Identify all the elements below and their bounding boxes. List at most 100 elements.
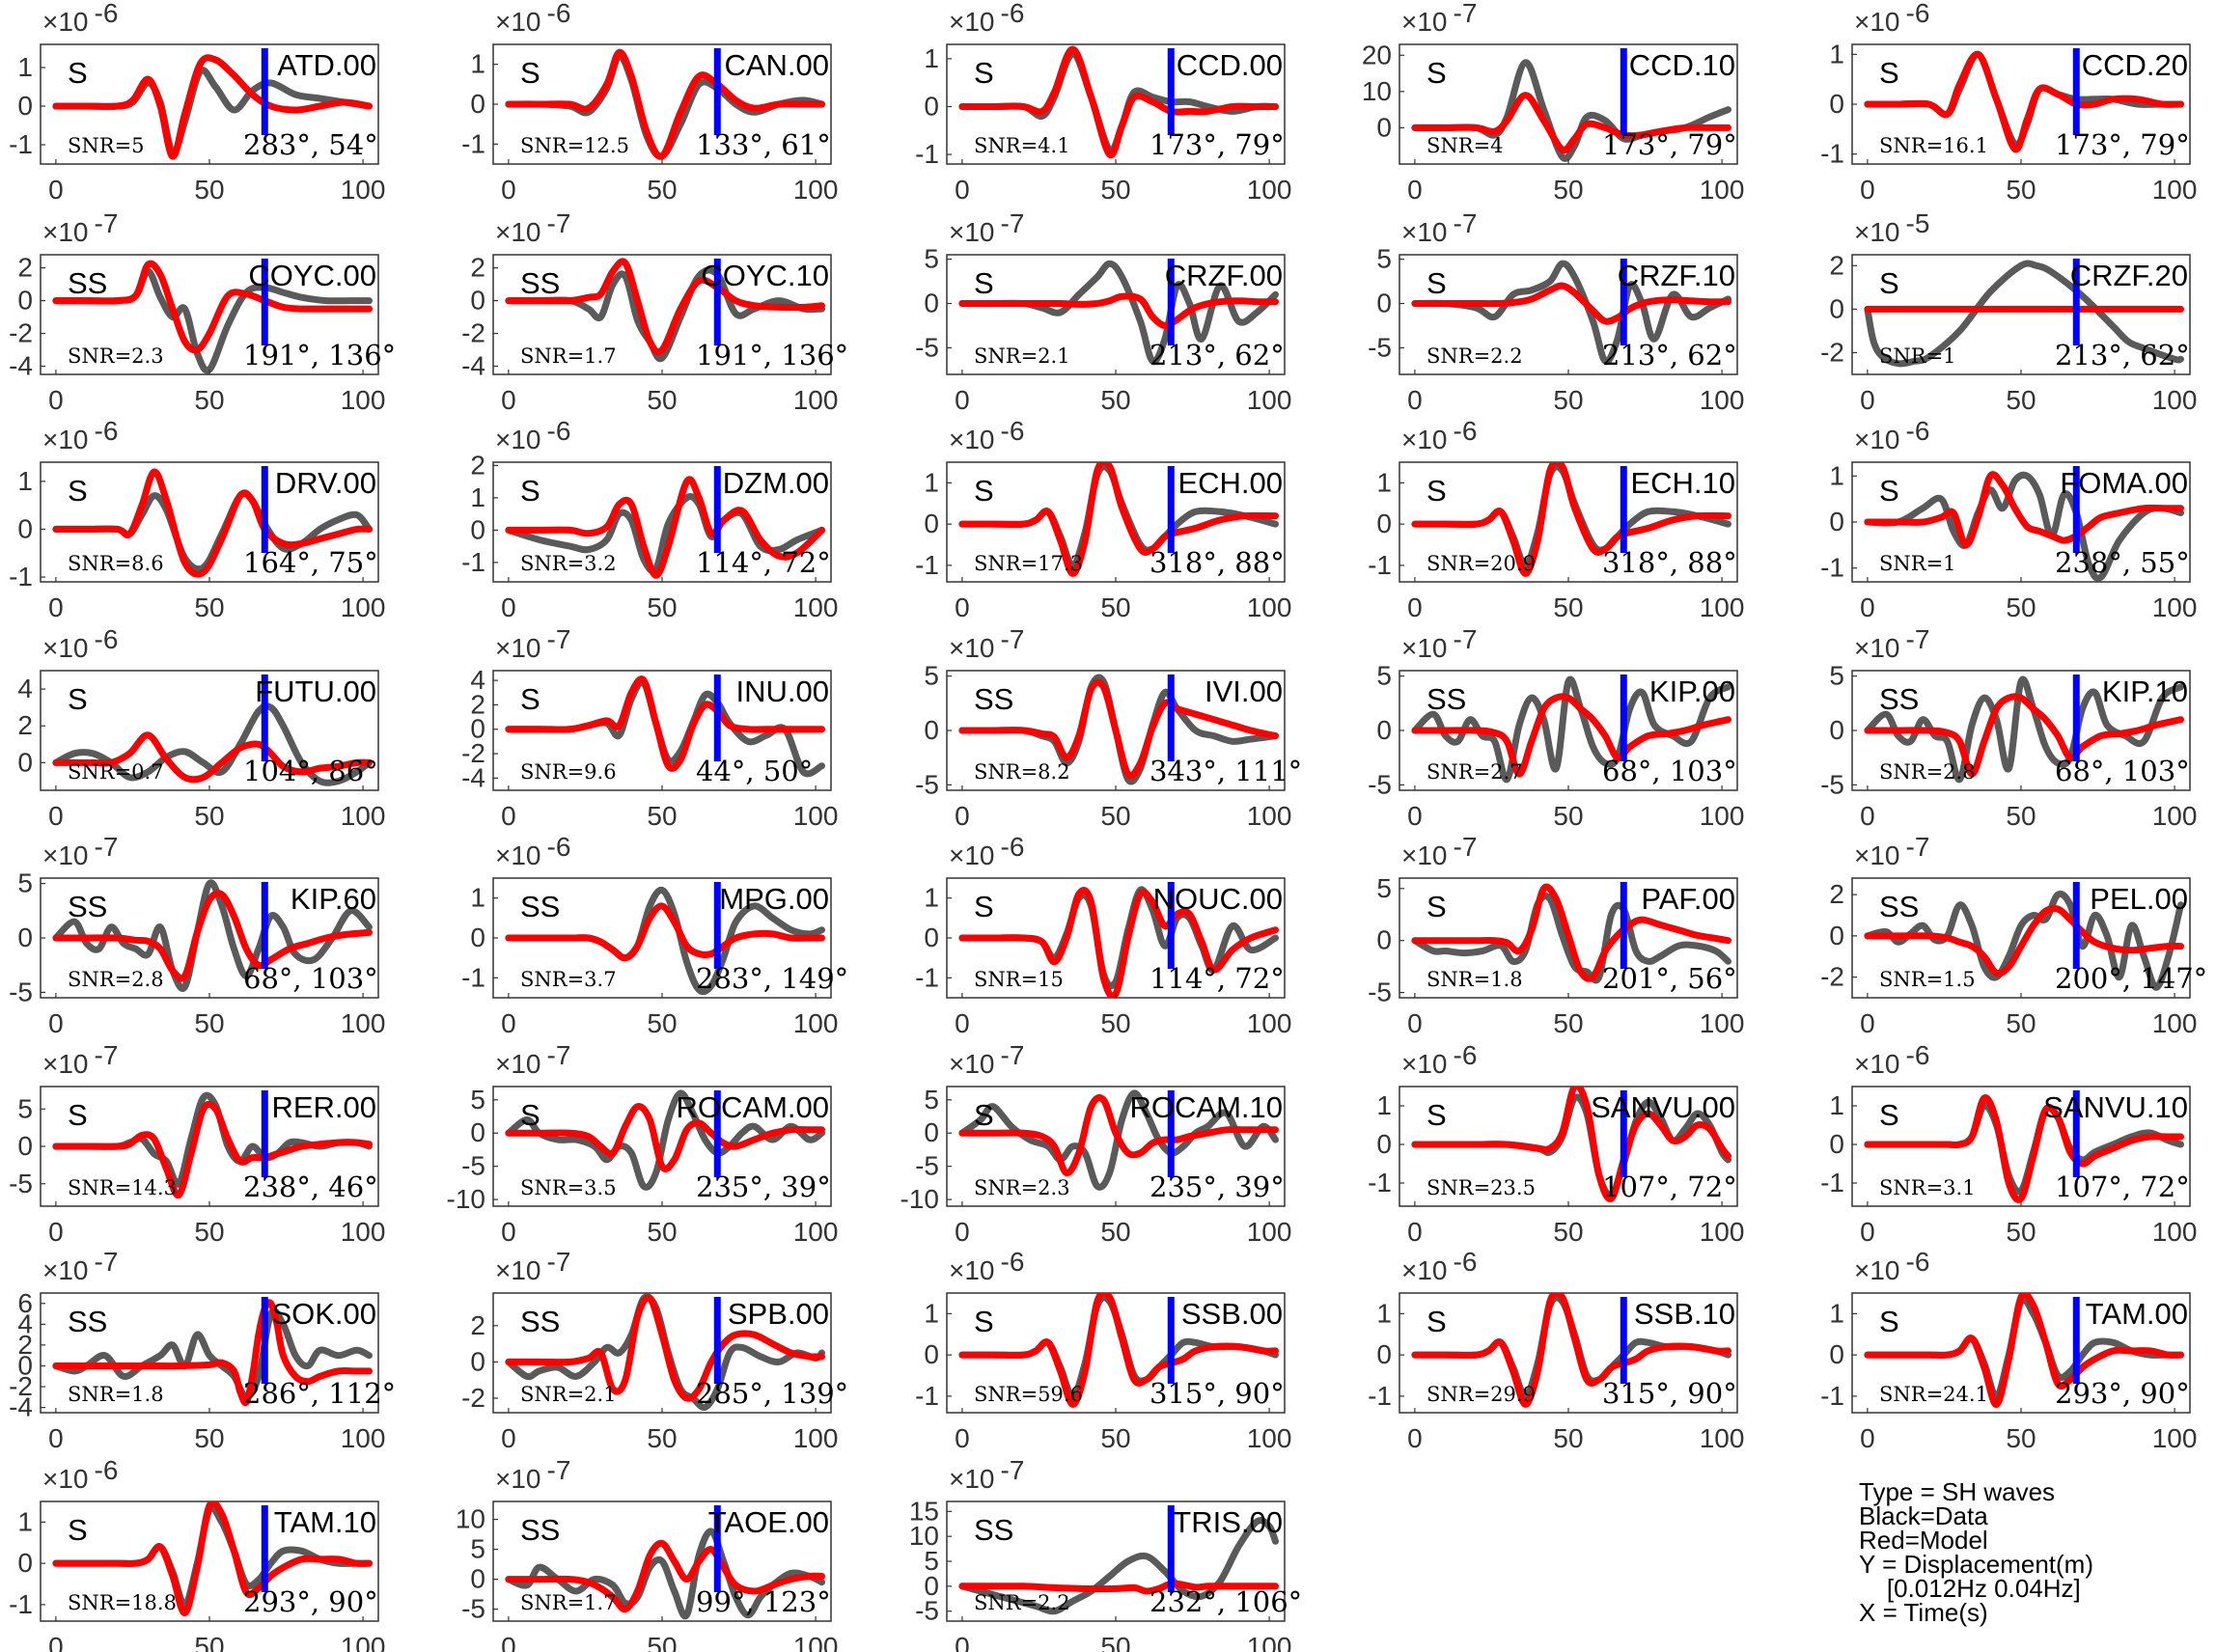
x-tick-label: 0 — [48, 592, 64, 622]
y-tick-label: 4 — [17, 1308, 33, 1338]
x-tick-label: 50 — [194, 1217, 224, 1247]
y-scale-exponent: -6 — [1906, 1040, 1930, 1070]
y-tick-label: 2 — [17, 710, 33, 740]
x-tick-label: 100 — [341, 801, 386, 831]
model-trace — [1864, 50, 2184, 153]
y-tick-label: 1 — [1376, 1298, 1392, 1328]
x-tick-label: 100 — [1247, 385, 1292, 415]
y-tick-label: -1 — [1820, 1381, 1844, 1411]
snr-label: SNR=2.3 — [974, 1176, 1070, 1199]
y-scale-multiplier: ×10 -6 — [949, 0, 1024, 37]
data-trace — [958, 1089, 1279, 1191]
y-tick-label: 0 — [470, 1564, 485, 1594]
x-tick-label: 50 — [647, 592, 677, 622]
x-tick-label: 50 — [194, 1632, 224, 1652]
y-tick-label: 10 — [909, 1521, 939, 1551]
snr-label: SNR=3.7 — [520, 968, 617, 991]
y-scale-exponent: -7 — [547, 1247, 571, 1277]
axes-box — [946, 254, 1286, 375]
snr-label: SNR=12.5 — [520, 134, 629, 157]
model-trace — [505, 902, 825, 962]
phase-label: S — [68, 682, 88, 716]
model-trace — [1864, 471, 2184, 549]
x-tick-label: 0 — [1860, 592, 1875, 622]
data-trace — [1864, 260, 2184, 368]
y-scale-exponent: -6 — [1001, 1247, 1025, 1277]
y-tick-label: 0 — [17, 286, 33, 316]
station-label: ECH.10 — [1630, 466, 1735, 500]
y-tick-label: 2 — [470, 1310, 485, 1340]
station-label: SPB.00 — [728, 1297, 829, 1331]
y-tick-label: -10 — [900, 1184, 939, 1214]
x-tick-label: 100 — [2152, 1217, 2198, 1247]
plot-area — [52, 879, 373, 992]
y-tick-label: 10 — [1362, 76, 1392, 106]
plot-area — [1864, 675, 2184, 784]
model-trace — [52, 731, 373, 784]
phase-label: SS — [520, 266, 560, 300]
y-tick-label: 0 — [1376, 925, 1392, 955]
station-label: PAF.00 — [1641, 882, 1735, 916]
y-tick-label: -4 — [9, 351, 33, 381]
azimuth-takeoff-label: 173°, 79° — [1150, 128, 1285, 161]
y-scale-multiplier: ×10 -7 — [949, 624, 1024, 663]
phase-label: S — [1879, 1098, 1899, 1132]
phase-label: S — [1879, 1305, 1899, 1338]
x-tick-label: 100 — [793, 175, 839, 205]
y-tick-label: -1 — [1368, 1381, 1392, 1411]
phase-label: S — [974, 1098, 994, 1132]
azimuth-takeoff-label: 44°, 50° — [696, 755, 813, 787]
y-tick-label: 2 — [1829, 250, 1844, 280]
phase-label: S — [68, 1513, 88, 1547]
y-scale-exponent: -7 — [1454, 0, 1478, 28]
y-scale-exponent: -5 — [1906, 208, 1930, 238]
snr-label: SNR=2.7 — [1427, 760, 1523, 784]
y-tick-label: 2 — [470, 689, 485, 719]
data-trace — [52, 879, 373, 992]
y-tick-label: -5 — [461, 1151, 485, 1181]
y-scale-multiplier: ×10 -7 — [1401, 624, 1477, 663]
x-tick-label: 0 — [955, 175, 970, 205]
station-label: ROCAM.00 — [677, 1090, 829, 1124]
y-tick-label: 2 — [17, 253, 33, 283]
y-scale-multiplier: ×10 -6 — [949, 1247, 1024, 1285]
y-tick-label: 5 — [924, 1546, 939, 1576]
y-scale-exponent: -7 — [547, 1040, 571, 1070]
station-label: DRV.00 — [275, 466, 376, 500]
y-scale-exponent: -6 — [1001, 832, 1025, 862]
y-scale-multiplier: ×10 -6 — [495, 0, 570, 37]
station-label: ECH.00 — [1177, 466, 1283, 500]
model-trace — [52, 54, 373, 160]
y-tick-label: -5 — [1368, 769, 1392, 799]
y-tick-label: -1 — [1820, 139, 1844, 169]
phase-label: S — [520, 1098, 540, 1132]
x-tick-label: 50 — [1100, 1632, 1130, 1652]
x-tick-label: 50 — [647, 1008, 677, 1038]
model-trace — [1864, 693, 2184, 778]
x-tick-label: 50 — [1100, 801, 1130, 831]
plot-area — [1864, 1094, 2184, 1203]
station-label: SANVU.10 — [2043, 1090, 2188, 1124]
x-tick-label: 50 — [1100, 385, 1130, 415]
x-tick-label: 0 — [501, 175, 516, 205]
x-tick-label: 50 — [1553, 385, 1583, 415]
model-trace — [52, 1299, 373, 1407]
x-tick-label: 0 — [955, 1423, 970, 1453]
azimuth-takeoff-label: 107°, 72° — [2055, 1170, 2190, 1203]
y-tick-label: 1 — [1376, 1090, 1392, 1120]
y-scale-multiplier: ×10 -6 — [1401, 1247, 1477, 1285]
x-tick-label: 50 — [2006, 1217, 2036, 1247]
y-scale-multiplier: ×10 -7 — [495, 208, 570, 247]
x-tick-label: 0 — [1860, 175, 1875, 205]
model-trace — [958, 1293, 1279, 1408]
y-tick-label: -1 — [1820, 553, 1844, 583]
y-tick-label: -1 — [1368, 550, 1392, 580]
legend-line-y: Y = Displacement(m) — [1859, 1550, 2093, 1579]
y-scale-multiplier: ×10 -5 — [1854, 208, 1929, 247]
y-scale-multiplier: ×10 -7 — [949, 1455, 1024, 1494]
y-tick-label: 0 — [17, 91, 33, 121]
y-scale-multiplier: ×10 -7 — [949, 1040, 1024, 1079]
